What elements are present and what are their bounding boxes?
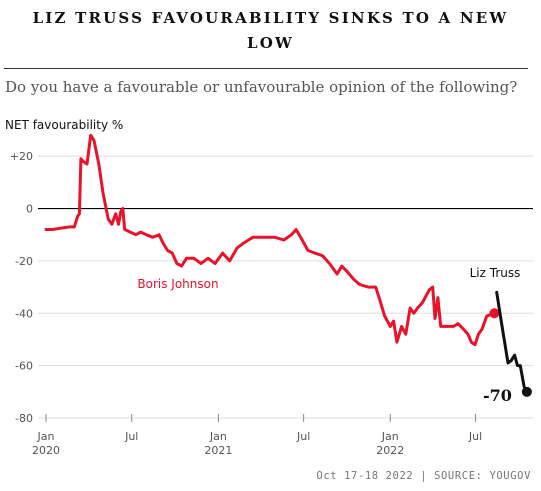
boris-johnson-line [44,133,496,347]
chart-title-line-1: LIZ TRUSS FAVOURABILITY SINKS TO A NEW [32,9,509,27]
y-tick-label: -80 [15,412,33,425]
truss-series-label: Liz Truss [470,266,521,280]
chart-subtitle: Do you have a favourable or unfavourable… [5,78,518,96]
chart-title-line-2: LOW [246,34,295,52]
x-tick-label: Jul [296,430,310,443]
x-tick-label: Jan [37,430,55,443]
y-tick-label: 0 [26,203,33,216]
source-note: Oct 17-18 2022 | SOURCE: YOUGOV [316,470,531,482]
truss-latest-value: -70 [483,386,512,405]
x-tick-label: Jan [209,430,227,443]
y-axis-label: NET favourability % [5,118,124,132]
x-tick-label: Jan [381,430,399,443]
liz-truss-line [495,290,529,394]
x-tick-label: Jul [124,430,138,443]
y-tick-label: -20 [15,255,33,268]
y-tick-label: +20 [10,150,33,163]
x-tick-label: 2022 [376,444,404,457]
y-tick-label: -60 [15,360,33,373]
chart-title: LIZ TRUSS FAVOURABILITY SINKS TO A NEW L… [0,6,541,56]
x-tick-label: Jul [468,430,482,443]
johnson-series-label: Boris Johnson [137,277,218,291]
title-divider [4,68,528,69]
liz-truss-end-point [521,386,532,397]
x-tick-label: 2020 [32,444,60,457]
x-tick-label: 2021 [204,444,232,457]
y-tick-label: -40 [15,307,33,320]
boris-johnson-end-point [489,308,500,319]
